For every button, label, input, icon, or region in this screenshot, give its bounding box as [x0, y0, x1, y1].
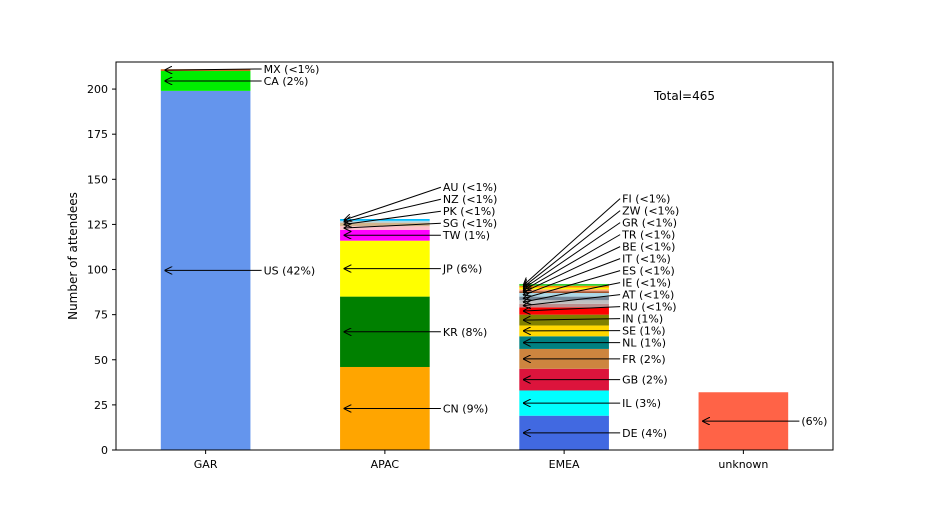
bar-segment — [340, 219, 430, 221]
bar-segment — [519, 287, 609, 290]
annotation-arrow — [524, 258, 621, 295]
annotation-arrow — [524, 282, 621, 302]
x-tick-label: GAR — [194, 458, 218, 471]
bar-segment — [519, 291, 609, 293]
y-tick-label: 0 — [101, 444, 108, 457]
bar-segment — [519, 283, 609, 286]
annotation-arrow — [524, 270, 621, 299]
bar-segment — [519, 307, 609, 315]
annotation-arrow — [345, 222, 441, 228]
segment-label: ES (<1%) — [622, 265, 675, 278]
x-tick-label: EMEA — [549, 458, 580, 471]
y-tick-label: 75 — [94, 309, 108, 322]
x-tick-label: unknown — [718, 458, 768, 471]
annotation-arrow — [524, 294, 621, 306]
segment-label: DE (4%) — [622, 427, 667, 440]
segment-label: ZW (<1%) — [622, 205, 679, 218]
plot-frame — [115, 61, 834, 451]
segment-label: GR (<1%) — [622, 217, 677, 230]
y-tick-label: 125 — [87, 218, 108, 231]
bar-segment — [519, 300, 609, 304]
annotation-arrow — [524, 198, 621, 285]
total-annotation: Total=465 — [653, 89, 715, 103]
segment-label: US (42%) — [264, 264, 316, 277]
annotation-arrow — [524, 234, 621, 291]
y-tick-label: 200 — [87, 83, 108, 96]
annotation-arrow — [524, 246, 621, 292]
segment-label: RU (<1%) — [622, 301, 676, 314]
segment-label: AT (<1%) — [622, 289, 674, 302]
segment-label: FI (<1%) — [622, 193, 670, 206]
segment-label: GB (2%) — [622, 374, 668, 387]
annotation-arrow — [345, 198, 441, 221]
annotation-arrow — [524, 210, 621, 287]
segment-label: PK (<1%) — [443, 205, 496, 218]
annotation-arrows: US (42%) CA (2%)MX (<1%) CN (9%) KR (8%) JP … — [165, 63, 827, 440]
bars-layer — [160, 69, 789, 450]
segment-label: KR (8%) — [443, 326, 487, 339]
segment-label: CA (2%) — [264, 75, 309, 88]
segment-label: (6%) — [801, 415, 827, 428]
segment-label: NL (1%) — [622, 337, 666, 350]
segment-label: IL (3%) — [622, 397, 661, 410]
annotation-arrow — [345, 210, 441, 224]
segment-label: SG (<1%) — [443, 217, 497, 230]
segment-label: IN (1%) — [622, 313, 663, 326]
annotation-arrow — [524, 306, 621, 311]
bar-segment — [519, 292, 609, 297]
y-tick-label: 50 — [94, 354, 108, 367]
y-tick-label: 175 — [87, 128, 108, 141]
bar-segment — [340, 226, 430, 230]
bar-segment — [340, 222, 430, 227]
bar-segment — [340, 220, 430, 223]
segment-label: SE (1%) — [622, 325, 665, 338]
segment-label: IT (<1%) — [622, 253, 671, 266]
segment-label: MX (<1%) — [264, 63, 320, 76]
bar-segment — [519, 289, 609, 292]
segment-label: FR (2%) — [622, 353, 666, 366]
axes: GAR APAC EMEA unknown 0 25 50 75 100 125 150 175 200 — [87, 83, 768, 471]
segment-label: BE (<1%) — [622, 241, 675, 254]
segment-label: CN (9%) — [443, 402, 488, 415]
annotation-arrow — [524, 222, 621, 289]
y-tick-label: 100 — [87, 264, 108, 277]
y-tick-label: 150 — [87, 173, 108, 186]
x-tick-label: APAC — [371, 458, 400, 471]
bar-segment — [519, 296, 609, 301]
bar-segment — [519, 303, 609, 308]
annotation-arrow — [345, 186, 442, 220]
annotation-arrow — [524, 319, 621, 320]
y-axis-label: Number of attendees — [66, 192, 80, 320]
annotation-arrow — [165, 69, 262, 70]
bar-segment — [519, 314, 609, 326]
segment-label: JP (6%) — [442, 263, 482, 276]
segment-label: TR (<1%) — [621, 229, 675, 242]
segment-label: NZ (<1%) — [443, 193, 498, 206]
segment-label: TW (1%) — [442, 229, 490, 242]
segment-label: AU (<1%) — [443, 181, 497, 194]
y-tick-label: 25 — [94, 399, 108, 412]
segment-label: IE (<1%) — [622, 277, 671, 290]
